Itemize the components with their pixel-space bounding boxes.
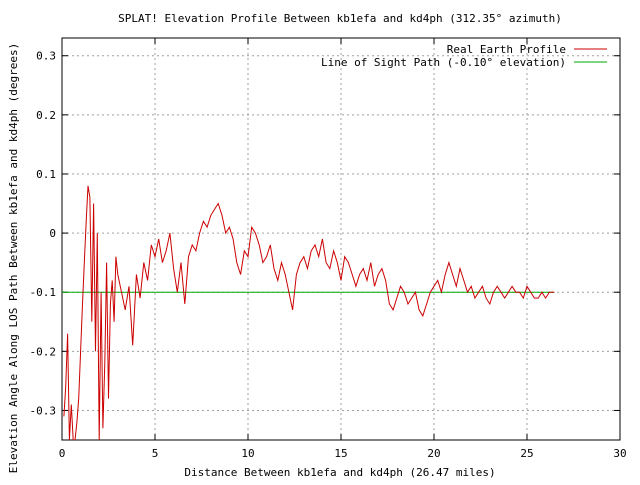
- legend-label: Line of Sight Path (-0.10° elevation): [321, 56, 566, 69]
- legend-label: Real Earth Profile: [447, 43, 566, 56]
- x-tick-label: 0: [59, 447, 66, 460]
- y-tick-label: 0: [49, 227, 56, 240]
- y-tick-label: -0.2: [30, 345, 57, 358]
- y-tick-label: 0.3: [36, 50, 56, 63]
- x-tick-label: 15: [334, 447, 347, 460]
- earth-profile-line: [63, 185, 555, 440]
- x-tick-label: 20: [427, 447, 440, 460]
- y-tick-label: -0.1: [30, 286, 57, 299]
- x-tick-label: 10: [241, 447, 254, 460]
- axes-layer: 0 5 10 15 20 25 30 0.3 0.2 0.1 0 -0.1 -0.2 -0.3: [30, 37, 627, 460]
- y-tick-label: 0.2: [36, 109, 56, 122]
- x-axis-label: Distance Between kb1efa and kd4ph (26.47…: [184, 466, 495, 479]
- y-tick-label: -0.3: [30, 404, 57, 417]
- x-tick-label: 25: [520, 447, 533, 460]
- x-tick-label: 5: [152, 447, 159, 460]
- chart-title: SPLAT! Elevation Profile Between kb1efa …: [118, 12, 562, 25]
- plot-frame: [61, 37, 621, 441]
- y-axis-label: Elevation Angle Along LOS Path Between k…: [7, 43, 20, 473]
- x-tick-label: 30: [613, 447, 626, 460]
- series-layer: [62, 185, 555, 440]
- y-tick-label: 0.1: [36, 168, 56, 181]
